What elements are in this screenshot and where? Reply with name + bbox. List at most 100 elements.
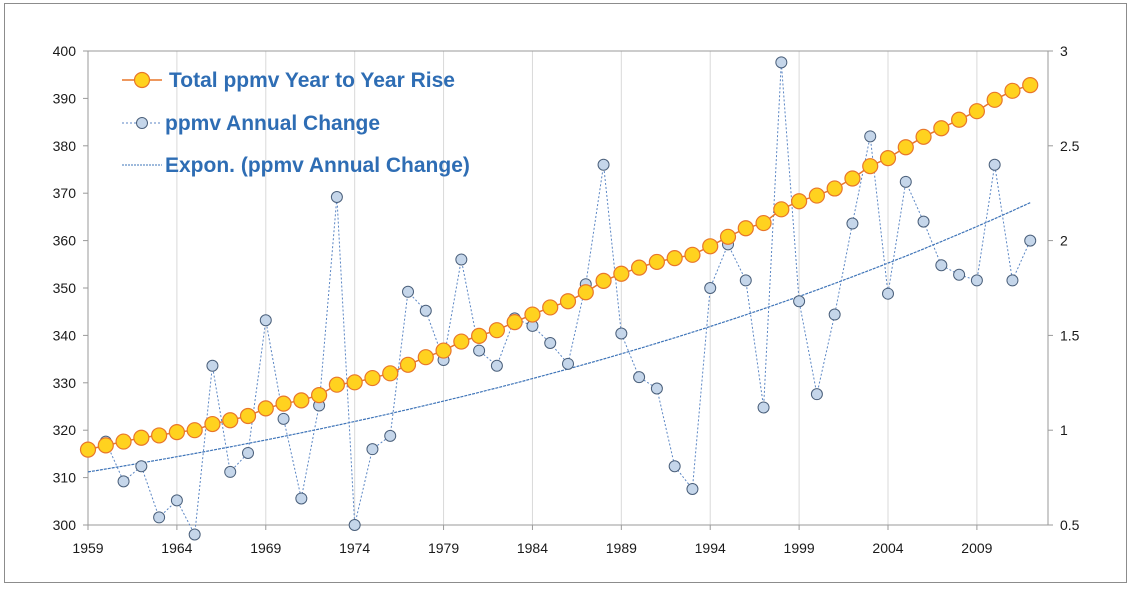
total-rise-point <box>524 306 541 323</box>
annual-change-point <box>135 460 148 473</box>
total-rise-point <box>346 374 363 391</box>
total-rise-point <box>151 427 168 444</box>
legend-annual-label: ppmv Annual Change <box>165 112 380 135</box>
total-rise-point <box>595 272 612 289</box>
total-rise-point <box>168 423 185 441</box>
y-right-tick-label: 2.5 <box>1060 138 1080 154</box>
annual-change-point <box>953 268 966 281</box>
annual-change-point <box>562 357 574 370</box>
total-rise-point <box>435 342 452 359</box>
total-rise-point <box>577 284 594 301</box>
series-layer <box>79 56 1039 541</box>
annual-change-point <box>384 429 397 442</box>
series-annual-line <box>105 62 1031 537</box>
x-tick-label: 1959 <box>72 540 103 556</box>
total-rise-point <box>702 238 719 255</box>
y-left-tick-label: 360 <box>53 233 77 249</box>
total-rise-point <box>97 437 114 454</box>
x-tick-label: 2004 <box>872 540 903 556</box>
legend-annual-marker <box>136 117 148 129</box>
total-rise-point <box>417 349 434 366</box>
annual-change-point <box>970 274 983 287</box>
x-tick-label: 1999 <box>784 540 815 556</box>
total-rise-point <box>755 214 772 232</box>
annual-change-point <box>917 215 930 228</box>
annual-change-point <box>402 285 414 298</box>
y-left-tick-label: 310 <box>53 470 77 486</box>
annual-change-point <box>633 371 646 384</box>
annual-change-point <box>757 401 770 414</box>
total-rise-point <box>933 120 950 137</box>
annual-change-point <box>224 465 237 478</box>
total-rise-point <box>1022 77 1039 94</box>
legend-item-total: Total ppmv Year to Year Rise <box>122 69 455 92</box>
annual-change-point <box>793 295 806 308</box>
chart-frame: 1959 1964 1969 1974 1979 1984 1989 1994 1999 2004… <box>4 3 1127 583</box>
annual-change-point <box>277 412 290 425</box>
total-rise-point <box>382 365 399 382</box>
annual-change-point <box>988 158 1001 171</box>
total-rise-point <box>293 392 310 409</box>
annual-change-point <box>242 446 254 459</box>
total-rise-point <box>311 387 328 404</box>
annual-change-point <box>704 282 717 294</box>
annual-change-point <box>597 158 610 171</box>
annual-change-point <box>775 56 788 69</box>
total-rise-point <box>968 103 985 120</box>
total-rise-point <box>648 253 665 271</box>
total-rise-point <box>239 407 257 425</box>
x-tick-label: 1984 <box>517 540 548 556</box>
annual-change-point <box>544 336 557 349</box>
total-rise-point <box>951 111 968 128</box>
legend-expon-label: Expon. (ppmv Annual Change) <box>165 154 470 177</box>
total-rise-point <box>133 429 150 446</box>
total-rise-point <box>844 170 861 187</box>
annual-change-point <box>188 528 201 541</box>
total-rise-point <box>204 415 221 433</box>
chart-svg: 1959 1964 1969 1974 1979 1984 1989 1994 1999 2004… <box>53 43 1080 556</box>
x-tick-label: 1964 <box>161 540 192 556</box>
annual-change-point <box>348 519 361 531</box>
y-left-tick-label: 400 <box>53 43 77 59</box>
total-rise-point <box>506 314 523 331</box>
total-rise-point <box>631 259 648 276</box>
x-tick-label: 2009 <box>961 540 992 556</box>
total-rise-point <box>559 293 577 310</box>
total-rise-point <box>115 433 132 450</box>
total-rise-point <box>986 91 1003 108</box>
annual-change-point <box>473 344 486 357</box>
series-total-line <box>87 84 1031 451</box>
annual-change-point <box>295 492 308 505</box>
annual-change-point <box>828 308 841 321</box>
y-left-tick-label: 320 <box>53 422 77 438</box>
annual-change-point <box>490 359 503 372</box>
annual-change-point <box>455 253 468 266</box>
y-right-tick-label: 2 <box>1060 233 1068 249</box>
total-rise-point <box>915 128 932 145</box>
annual-change-point <box>686 482 699 495</box>
legend-total-label: Total ppmv Year to Year Rise <box>169 69 455 92</box>
total-rise-point <box>79 441 97 458</box>
annual-change-point <box>846 217 859 230</box>
y-right-tick-label: 3 <box>1060 43 1068 59</box>
annual-change-point <box>935 259 948 272</box>
annual-change-point <box>899 175 912 188</box>
legend-total-marker <box>133 71 151 89</box>
annual-change-point <box>668 460 681 473</box>
annual-change-point <box>864 130 877 143</box>
y-right-tick-label: 1 <box>1060 422 1068 438</box>
annual-change-point <box>206 359 219 372</box>
total-rise-point <box>328 376 345 393</box>
y-right-tick-label: 0.5 <box>1060 517 1080 533</box>
total-rise-point <box>257 400 274 417</box>
y-right-tick-label: 1.5 <box>1060 327 1080 343</box>
total-rise-point <box>666 250 683 267</box>
legend: Total ppmv Year to Year Rise ppmv Annual… <box>122 69 470 177</box>
total-rise-point <box>275 395 292 412</box>
total-rise-point <box>542 299 559 316</box>
total-rise-point <box>897 139 914 156</box>
total-rise-point <box>364 369 381 387</box>
total-rise-point <box>719 228 737 245</box>
annual-change-point <box>259 314 272 327</box>
total-rise-point <box>791 193 808 210</box>
